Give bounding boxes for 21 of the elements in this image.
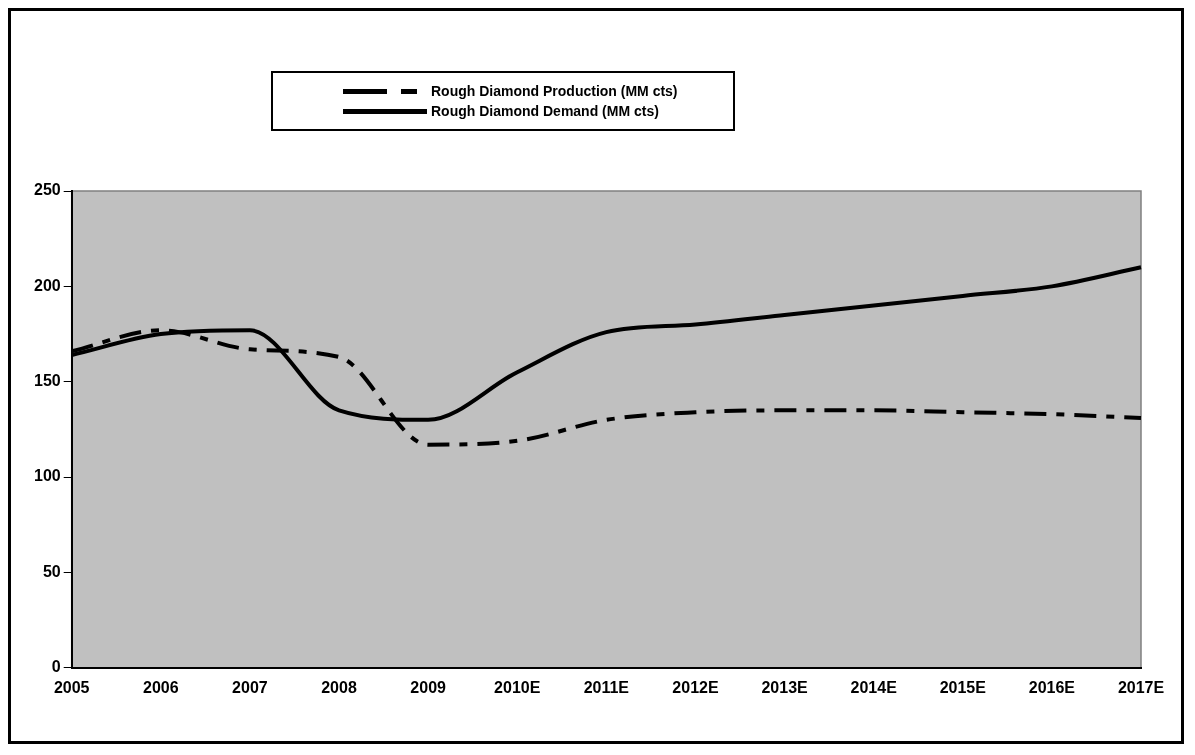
x-tick-label: 2009 — [410, 678, 447, 696]
x-tick-label: 2016E — [1028, 678, 1076, 696]
y-tick-label: 50 — [42, 562, 61, 580]
legend-label: Rough Diamond Production (MM cts) — [431, 83, 678, 99]
x-tick-label: 2012E — [672, 678, 719, 696]
y-tick-label: 150 — [33, 372, 61, 390]
x-tick-label: 2017E — [1117, 678, 1165, 696]
y-tick-label: 250 — [33, 181, 61, 199]
y-tick-label: 0 — [51, 658, 61, 676]
x-tick-label: 2015E — [939, 678, 987, 696]
y-tick-label: 100 — [33, 467, 61, 485]
x-tick-label: 2005 — [53, 678, 90, 696]
x-tick-label: 2010E — [494, 678, 541, 696]
x-tick-label: 2013E — [761, 678, 809, 696]
y-tick-label: 200 — [33, 276, 61, 294]
legend-label: Rough Diamond Demand (MM cts) — [431, 103, 659, 119]
x-tick-label: 2006 — [143, 678, 179, 696]
x-tick-label: 2008 — [321, 678, 357, 696]
x-tick-label: 2011E — [583, 678, 630, 696]
x-tick-label: 2014E — [850, 678, 898, 696]
x-tick-label: 2007 — [232, 678, 268, 696]
